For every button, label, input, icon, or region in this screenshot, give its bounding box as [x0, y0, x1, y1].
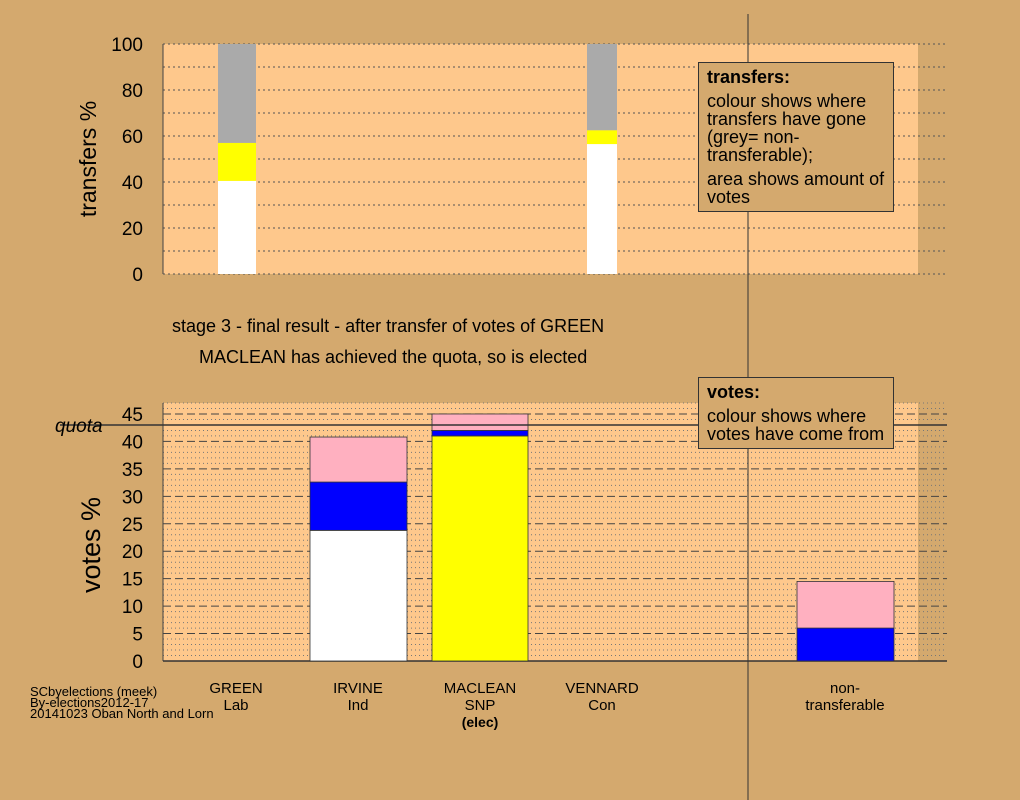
votes-y-tick-label: 40 — [122, 432, 143, 453]
candidate-party: Lab — [223, 697, 249, 714]
transfers-bar-segment — [587, 144, 617, 274]
votes-bar-segment — [796, 627, 895, 662]
votes-y-tick-label: 0 — [132, 652, 143, 673]
transfers-y-tick-label: 20 — [122, 219, 143, 240]
candidate-label-maclean: MACLEAN SNP (elec) — [420, 680, 540, 731]
candidate-party: transferable — [805, 697, 885, 714]
candidate-name: MACLEAN — [443, 680, 517, 697]
transfers-y-tick-label: 80 — [122, 81, 143, 102]
candidate-name: IRVINE — [333, 680, 383, 697]
votes-y-tick-label: 45 — [122, 405, 143, 426]
candidate-name: VENNARD — [565, 680, 639, 697]
credit-line1: SCbyelections (meek) — [30, 684, 158, 699]
votes-bar-segment — [431, 430, 529, 437]
votes-y-tick-label: 25 — [122, 515, 143, 536]
transfers-y-axis-label: transfers % — [75, 101, 101, 217]
credit-line3: 20141023 Oban North and Lorn — [30, 706, 214, 721]
transfers-y-tick-label: 60 — [122, 127, 143, 148]
transfers-bar-segment — [218, 180, 256, 274]
quota-label: quota — [55, 416, 103, 437]
candidate-party: Ind — [347, 697, 369, 714]
candidate-status: (elec) — [461, 714, 499, 730]
credits: SCbyelections (meek) By-elections2012-17… — [30, 684, 214, 721]
votes-y-tick-label: 15 — [122, 570, 143, 591]
transfers-legend-title: transfers: — [707, 67, 791, 87]
transfers-legend-line1: colour shows where transfers have gone (… — [707, 91, 867, 165]
candidate-party: Con — [588, 697, 616, 714]
transfers-y-tick-label: 40 — [122, 173, 143, 194]
votes-y-tick-label: 10 — [122, 597, 143, 618]
votes-bar-segment — [431, 413, 529, 431]
transfers-bar-segment — [587, 44, 617, 131]
candidate-label-vennard: VENNARD Con — [542, 680, 662, 714]
votes-bar-segment — [796, 581, 895, 629]
votes-bar-segment — [431, 435, 529, 662]
votes-bar-segment — [309, 481, 408, 531]
candidate-label-non-transferable: non- transferable — [785, 680, 905, 714]
transfers-bar-segment — [218, 44, 256, 143]
candidate-name: non- — [829, 680, 861, 697]
transfers-bar-segment — [587, 130, 617, 145]
votes-y-tick-label: 30 — [122, 487, 143, 508]
votes-y-tick-label: 5 — [132, 625, 143, 646]
votes-legend-line1: colour shows where votes have come from — [707, 406, 885, 444]
votes-y-tick-label: 35 — [122, 460, 143, 481]
candidate-party: SNP — [464, 697, 496, 714]
votes-y-axis-label: votes % — [76, 497, 106, 593]
transfers-y-tick-label: 100 — [111, 35, 143, 56]
stage-caption: stage 3 - final result - after transfer … — [172, 316, 605, 336]
candidate-label-green: GREEN Lab — [176, 680, 296, 714]
votes-bar-segment — [309, 529, 408, 662]
candidate-label-irvine: IRVINE Ind — [298, 680, 418, 714]
votes-bar-segment — [309, 436, 408, 483]
credit-line2: By-elections2012-17 — [30, 695, 149, 710]
transfers-legend: transfers: colour shows where transfers … — [698, 62, 894, 212]
candidate-name: GREEN — [209, 680, 263, 697]
transfers-bar-segment — [218, 142, 256, 181]
votes-y-tick-label: 20 — [122, 542, 143, 563]
result-caption: MACLEAN has achieved the quota, so is el… — [199, 347, 588, 367]
votes-legend: votes: colour shows where votes have com… — [698, 377, 894, 449]
transfers-y-tick-label: 0 — [132, 265, 143, 286]
votes-legend-title: votes: — [707, 382, 761, 402]
transfers-legend-line2: area shows amount of votes — [707, 169, 885, 207]
